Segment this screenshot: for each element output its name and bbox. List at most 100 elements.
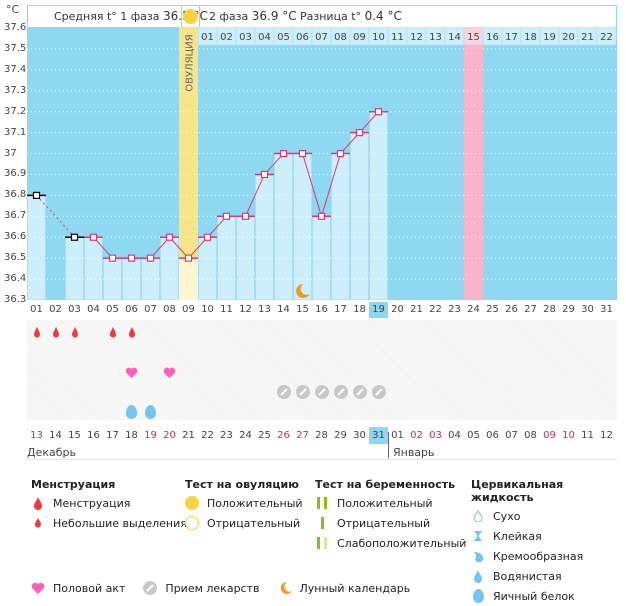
calendar-date[interactable]: 19 — [144, 430, 157, 441]
calendar-date[interactable]: 08 — [524, 430, 537, 441]
legend-pregnancy-test: Тест на беременность Положительный Отриц… — [315, 478, 466, 553]
calendar-date[interactable]: 04 — [448, 430, 461, 441]
cycle-day-label: 17 — [505, 32, 518, 43]
calendar-date[interactable]: 02 — [410, 430, 423, 441]
cycle-day-label: 11 — [391, 32, 404, 43]
egg-white-icon — [122, 404, 141, 420]
temperature-point — [184, 254, 193, 262]
legend-item: Водянистая — [471, 566, 626, 586]
cycle-day-label: 21 — [581, 32, 594, 43]
menstruation-drop-icon — [65, 324, 84, 340]
y-tick-label: 37.3 — [4, 84, 27, 96]
legend-ovulation-test: Тест на овуляцию Положительный Отрицател… — [185, 478, 303, 533]
moon-icon — [296, 283, 310, 298]
calendar-date[interactable]: 26 — [277, 430, 290, 441]
calendar-date[interactable]: 24 — [239, 430, 252, 441]
calendar-date[interactable]: 27 — [296, 430, 309, 441]
legend-item: Яичный белок — [471, 586, 626, 606]
temperature-point — [336, 149, 345, 158]
legend-item: Слабоположительный — [315, 533, 466, 553]
y-tick-label: 37 — [4, 147, 17, 159]
diff-summary: Разница t° 0.4 °C — [300, 6, 402, 28]
calendar-date[interactable]: 30 — [353, 430, 366, 441]
x-tick-label: 16 — [315, 304, 328, 315]
calendar-date[interactable]: 03 — [429, 430, 442, 441]
legend-item: Менструация — [31, 493, 187, 513]
cycle-day-label: 16 — [486, 32, 499, 43]
pill-icon — [293, 384, 312, 400]
calendar-date[interactable]: 14 — [49, 430, 62, 441]
calendar-date[interactable]: 07 — [505, 430, 518, 441]
moon-icon — [280, 581, 292, 594]
temperature-line-segment — [302, 153, 322, 217]
x-tick-label: 17 — [334, 304, 347, 315]
legend-label: Лунный календарь — [299, 581, 411, 595]
cycle-day-label: 08 — [334, 32, 347, 43]
x-tick-label: 15 — [296, 304, 309, 315]
x-tick-label: 30 — [581, 304, 594, 315]
cycle-day-label: 12 — [410, 32, 423, 43]
calendar-date[interactable]: 09 — [543, 430, 556, 441]
calendar-date[interactable]: 20 — [163, 430, 176, 441]
temperature-bar — [65, 236, 84, 300]
calendar-date[interactable]: 11 — [581, 430, 594, 441]
legend-label: Водянистая — [493, 569, 562, 583]
calendar-date[interactable]: 31 — [369, 427, 388, 444]
legend-menstruation: Менструация Менструация Небольшие выделе… — [31, 478, 187, 533]
x-tick-label: 01 — [30, 304, 43, 315]
phase-summary-bar: Средняя t° 1 фаза 36.5 °C 2 фаза 36.9 °C… — [27, 5, 617, 29]
menstruation-drop-icon — [46, 324, 65, 340]
legend-cervical-fluid: Цервикальная жидкость Сухо Клейкая Кремо… — [471, 478, 626, 606]
x-tick-label: 11 — [220, 304, 233, 315]
calendar-date[interactable]: 12 — [600, 430, 613, 441]
temperature-point — [127, 254, 136, 262]
calendar-date[interactable]: 28 — [315, 430, 328, 441]
x-tick-label: 02 — [49, 304, 62, 315]
egg-white-icon — [472, 589, 484, 603]
phase2-value: 36.9 °C — [251, 9, 297, 23]
legend-item: Половой акт — [31, 578, 125, 598]
calendar-date[interactable]: 16 — [87, 430, 100, 441]
calendar-date[interactable]: 23 — [220, 430, 233, 441]
pill-icon — [274, 384, 293, 400]
pill-icon — [312, 384, 331, 400]
calendar-date[interactable]: 22 — [201, 430, 214, 441]
calendar-date[interactable]: 10 — [562, 430, 575, 441]
calendar-date[interactable]: 15 — [68, 430, 81, 441]
y-axis: 37.6 37.5 37.4 37.3 37.2 37.1 37 36.9 36.8 36.7 36… — [4, 20, 28, 320]
watery-icon — [474, 569, 482, 583]
calendar-date[interactable]: 06 — [486, 430, 499, 441]
calendar-date[interactable]: 13 — [30, 430, 43, 441]
temperature-bar — [198, 236, 217, 300]
one-line-icon — [315, 517, 329, 529]
menstruation-drop-icon — [122, 324, 141, 340]
temperature-point — [146, 254, 155, 262]
creamy-icon — [473, 552, 483, 562]
legend-item: Отрицательный — [315, 513, 466, 533]
temperature-bar — [369, 111, 388, 300]
calendar-date[interactable]: 29 — [334, 430, 347, 441]
x-tick-label: 29 — [562, 304, 575, 315]
x-tick-label: 24 — [467, 304, 480, 315]
cycle-day-label: 04 — [258, 32, 271, 43]
temperature-bar — [27, 194, 46, 300]
x-tick-label: 10 — [201, 304, 214, 315]
calendar-date[interactable]: 05 — [467, 430, 480, 441]
calendar-date[interactable]: 17 — [106, 430, 119, 441]
diff-value: 0.4 °C — [364, 9, 402, 23]
legend-item: Кремообразная — [471, 546, 626, 566]
temperature-point — [70, 233, 79, 241]
calendar-date[interactable]: 21 — [182, 430, 195, 441]
calendar-date[interactable]: 01 — [391, 430, 404, 441]
x-tick-label: 04 — [87, 304, 100, 315]
temperature-point — [317, 212, 326, 220]
diff-label: Разница t° — [300, 10, 362, 23]
temperature-point — [222, 212, 231, 220]
x-tick-label: 23 — [448, 304, 461, 315]
calendar-date[interactable]: 25 — [258, 430, 271, 441]
cycle-day-label: 15 — [467, 32, 480, 43]
temperature-point — [298, 149, 307, 158]
calendar-date[interactable]: 18 — [125, 430, 138, 441]
y-tick-label: 36.7 — [4, 210, 27, 222]
ovulation-marker — [181, 6, 200, 28]
